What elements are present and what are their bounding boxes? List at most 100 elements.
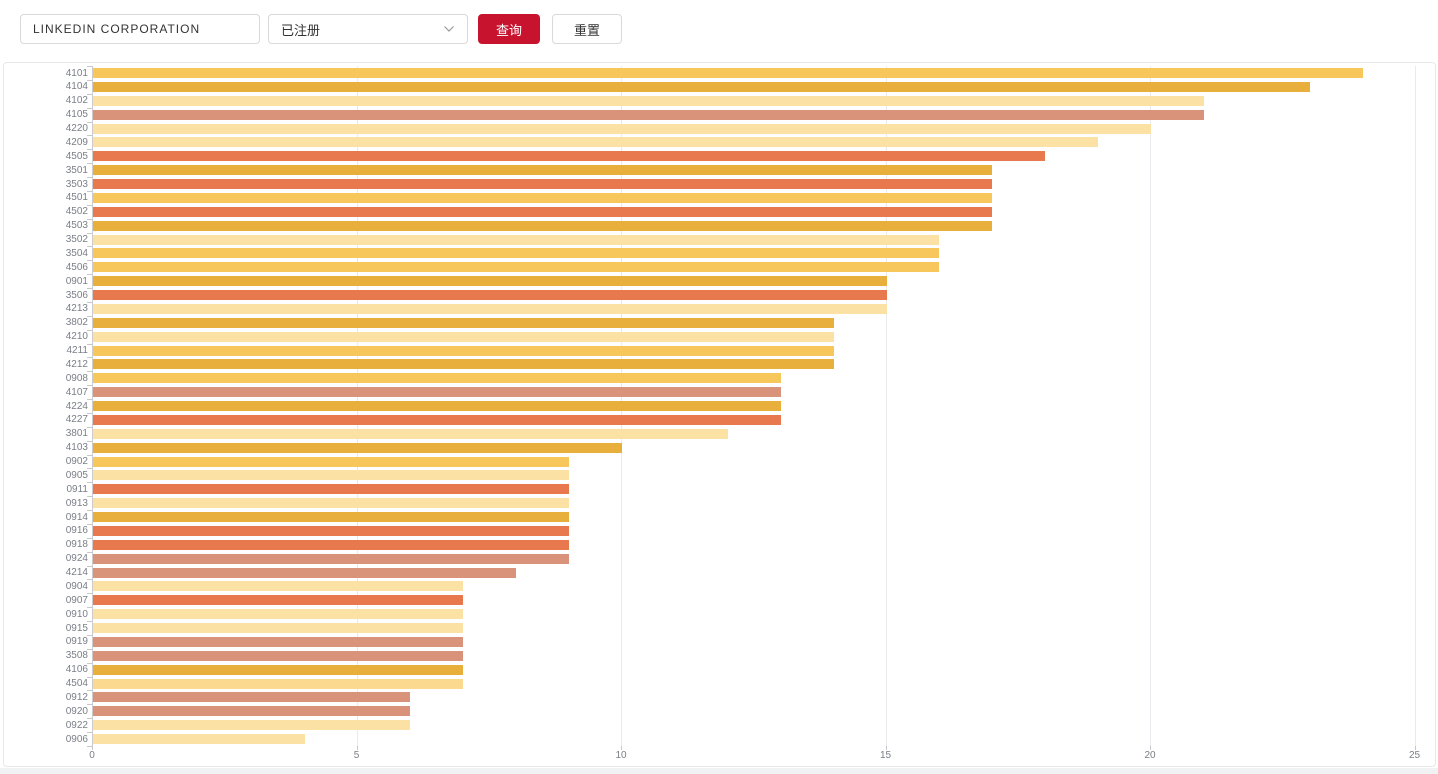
chart-bar[interactable] (93, 81, 1310, 92)
x-axis-tick (1414, 746, 1416, 750)
chart-bar[interactable] (93, 248, 940, 259)
page-bottom-strip (0, 768, 1438, 774)
chart-bar[interactable] (93, 664, 464, 675)
y-axis-label: 4227 (65, 414, 88, 426)
y-axis-label: 0906 (65, 733, 88, 745)
chart-bar[interactable] (93, 234, 940, 245)
x-axis-tick-label: 0 (89, 750, 95, 761)
chart-bar[interactable] (93, 290, 887, 300)
gridline (1150, 66, 1151, 746)
y-axis-label: 4105 (65, 109, 88, 121)
chart-bar[interactable] (93, 401, 781, 411)
chart-bar[interactable] (93, 650, 464, 661)
chart-bar[interactable] (93, 678, 464, 689)
y-axis-tick (87, 93, 92, 95)
chart-bar[interactable] (93, 206, 993, 217)
y-axis-tick (87, 732, 92, 733)
chart-bar[interactable] (93, 68, 1363, 78)
chart-bar[interactable] (93, 525, 570, 536)
y-axis-label: 4101 (65, 67, 88, 79)
chart-bar[interactable] (93, 567, 517, 578)
chart-bar[interactable] (93, 109, 1204, 120)
chart-bar[interactable] (93, 609, 464, 620)
y-axis-label: 0922 (65, 719, 88, 731)
chart-bar[interactable] (93, 303, 887, 314)
y-axis-tick (87, 412, 92, 414)
chart-bar[interactable] (93, 553, 570, 564)
chart-bar[interactable] (93, 192, 993, 203)
chart-bar[interactable] (93, 581, 464, 592)
chart-bar[interactable] (93, 179, 993, 189)
y-axis-label: 0924 (65, 553, 88, 565)
y-axis-tick (87, 246, 92, 248)
y-axis-tick (87, 565, 92, 567)
y-axis-label: 4224 (65, 400, 88, 412)
y-axis-tick (87, 190, 92, 192)
chart-bar[interactable] (93, 623, 464, 633)
chart-bar[interactable] (93, 137, 1099, 148)
chart-bar[interactable] (93, 262, 940, 273)
y-axis-tick (87, 690, 92, 692)
chart-bar[interactable] (93, 373, 781, 384)
chart-bar[interactable] (93, 706, 411, 717)
chart-bar[interactable] (93, 95, 1204, 106)
y-axis-label: 3801 (65, 428, 88, 440)
y-axis-tick (87, 274, 92, 276)
chart-bar[interactable] (93, 123, 1151, 134)
chart-bar[interactable] (93, 692, 411, 703)
y-axis-label: 4107 (65, 386, 88, 398)
chart-bar[interactable] (93, 734, 305, 744)
chart-bar[interactable] (93, 220, 993, 231)
chart-bar[interactable] (93, 470, 570, 481)
chart-bar[interactable] (93, 387, 781, 398)
y-axis-label: 4220 (65, 123, 88, 134)
query-button[interactable]: 查询 (478, 14, 540, 44)
y-axis-label: 0904 (65, 580, 88, 592)
x-axis-tick (885, 746, 887, 750)
y-axis-tick (87, 218, 92, 220)
chart-bar[interactable] (93, 456, 570, 467)
y-axis-label: 0902 (65, 456, 88, 467)
y-axis-tick (87, 440, 92, 442)
y-axis-label: 4214 (65, 567, 88, 578)
company-name-input[interactable] (20, 14, 260, 44)
chart-bar[interactable] (93, 484, 570, 495)
y-axis-label: 4502 (65, 206, 88, 218)
chart-bar[interactable] (93, 345, 834, 356)
y-axis-label: 0914 (65, 511, 88, 523)
y-axis-label: 4210 (65, 331, 88, 343)
chart-bar[interactable] (93, 359, 834, 370)
x-axis-tick (356, 746, 358, 750)
y-axis-tick (87, 704, 92, 706)
trademark-class-bar-chart: 0 5 10 15 20 25 4101 4104 4102 4105 4220 4209 4505 35… (3, 62, 1436, 767)
y-axis-label: 4504 (65, 678, 88, 689)
y-axis-tick (87, 343, 92, 345)
y-axis-label: 4505 (65, 150, 88, 162)
chart-bar[interactable] (93, 720, 411, 731)
registration-status-select[interactable]: 已注册 (268, 14, 468, 44)
y-axis-label: 4212 (65, 358, 88, 370)
y-axis-label: 0908 (65, 372, 88, 384)
y-axis-label: 3501 (65, 164, 88, 176)
chart-bar[interactable] (93, 595, 464, 606)
chart-bar[interactable] (93, 165, 993, 176)
reset-button[interactable]: 重置 (552, 14, 622, 44)
chart-bar[interactable] (93, 276, 887, 287)
chart-bar[interactable] (93, 636, 464, 647)
y-axis-label: 3504 (65, 247, 88, 259)
chart-bar[interactable] (93, 331, 834, 342)
chart-bar[interactable] (93, 317, 834, 328)
chart-bar[interactable] (93, 151, 1046, 162)
chart-bar[interactable] (93, 442, 622, 453)
y-axis-label: 0912 (65, 691, 88, 703)
y-axis-label: 0910 (65, 608, 88, 620)
chart-bar[interactable] (93, 414, 781, 425)
chart-bar[interactable] (93, 498, 570, 509)
chart-bar[interactable] (93, 428, 728, 439)
chart-bar[interactable] (93, 512, 570, 522)
y-axis-label: 4501 (65, 192, 88, 204)
y-axis-tick (87, 121, 92, 123)
y-axis-tick (87, 385, 92, 387)
y-axis-label: 4104 (65, 81, 88, 93)
chart-bar[interactable] (93, 539, 570, 550)
